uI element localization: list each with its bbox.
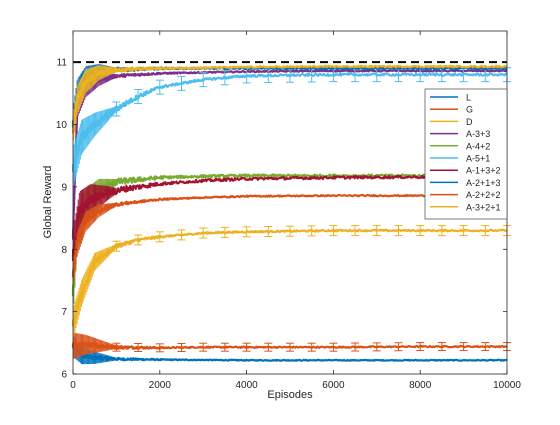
legend-label: D [466, 117, 473, 127]
series-G [71, 332, 511, 359]
legend: LGD A-3+3 A-4+2 A-5+1 A-1+3+2 A-2+1+3 A-2+2+2 A… [424, 88, 508, 220]
legend-label: A-2+2+2 [466, 190, 501, 200]
series-layer [71, 64, 511, 365]
x-tick-label: 8000 [409, 380, 432, 391]
legend-box [424, 88, 508, 220]
axis-layer: 0 2000 4000 6000 8000 10000 6 7 8 9 10 11 [56, 31, 521, 391]
x-tick-label: 4000 [235, 380, 258, 391]
legend-label: A-5+1 [466, 154, 490, 164]
x-tick-label: 0 [70, 380, 76, 391]
series-D [71, 225, 511, 337]
legend-label: L [466, 93, 471, 103]
legend-label: A-3+3 [466, 129, 490, 139]
legend-label: A-2+1+3 [466, 178, 501, 188]
y-tick-label: 9 [61, 182, 67, 193]
y-axis-label: Global Reward [42, 166, 54, 239]
legend-label: A-1+3+2 [466, 166, 501, 176]
x-axis-label: Episodes [267, 389, 313, 401]
y-tick-label: 8 [61, 245, 67, 256]
x-tick-label: 2000 [149, 380, 172, 391]
legend-label: G [466, 105, 473, 115]
x-tick-label: 10000 [493, 380, 521, 391]
y-tick-label: 11 [57, 58, 68, 69]
y-tick-label: 7 [61, 307, 67, 318]
series-A-2+2+2 [71, 193, 508, 282]
y-tick-label: 10 [56, 120, 68, 131]
series-A-3+2+1 [71, 64, 508, 141]
x-tick-label: 6000 [322, 380, 345, 391]
legend-label: A-3+2+1 [466, 202, 501, 212]
legend-label: A-4+2 [466, 141, 490, 151]
y-tick-label: 6 [61, 370, 67, 381]
